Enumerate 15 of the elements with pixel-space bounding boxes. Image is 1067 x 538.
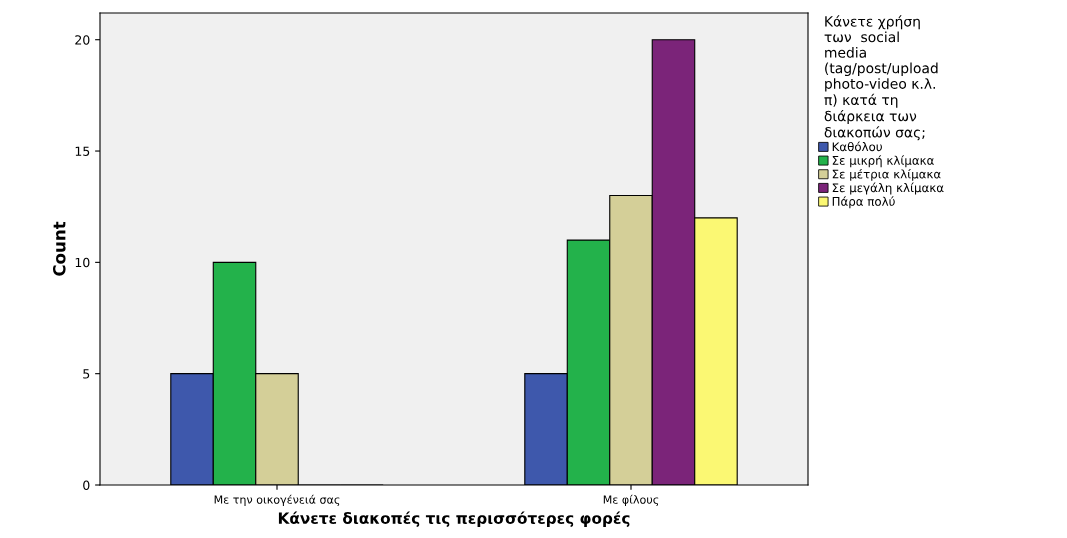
legend-label: Πάρα πολύ	[832, 196, 895, 209]
x-axis-title: Κάνετε διακοπές τις περισσότερες φορές	[278, 511, 630, 527]
legend-label: Σε μεγάλη κλίμακα	[832, 182, 944, 195]
legend-label: Σε μέτρια κλίμακα	[832, 168, 941, 181]
y-tick-label: 15	[75, 146, 90, 156]
legend-label: Καθόλου	[832, 141, 882, 152]
y-tick-label: 10	[75, 257, 90, 268]
y-tick-label: 5	[83, 369, 90, 379]
legend-label: Σε μικρή κλίμακα	[832, 155, 934, 168]
y-axis-title: Count	[52, 221, 66, 276]
y-tick-label: 0	[83, 480, 90, 490]
x-tick-label: Με την οικογένειά σας	[214, 494, 340, 506]
legend-title: Κάνετε χρήση των social media (tag/post/upload photo-video κ.λ. π) κατά τη διάρκεια των διακοπών σας;	[824, 15, 938, 141]
y-tick-label: 20	[75, 35, 90, 45]
x-tick-label: Με φίλους	[603, 494, 659, 506]
